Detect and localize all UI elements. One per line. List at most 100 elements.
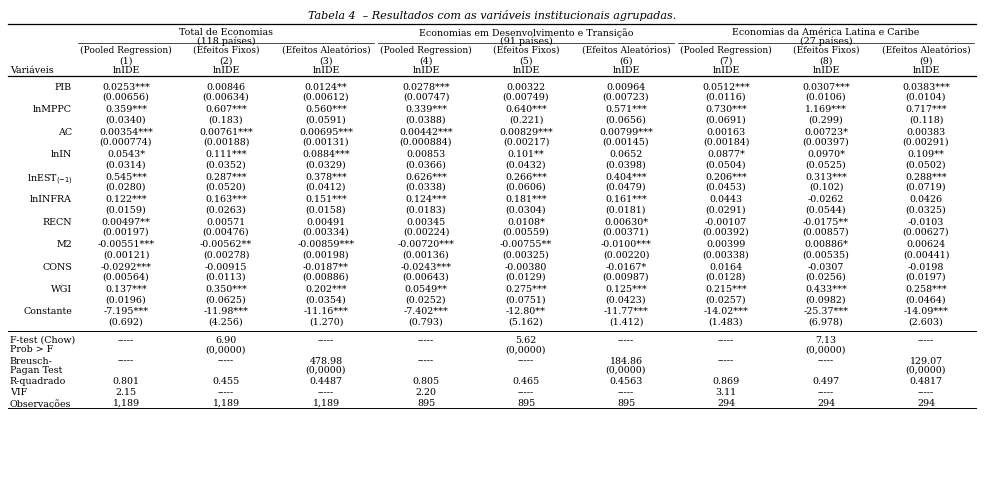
Text: (1.270): (1.270) — [309, 318, 343, 327]
Text: 0.0884***: 0.0884*** — [302, 150, 350, 159]
Text: 895: 895 — [517, 399, 535, 408]
Text: -0.00915: -0.00915 — [205, 263, 247, 272]
Text: (Efeitos Fixos): (Efeitos Fixos) — [493, 46, 559, 55]
Text: 0.00383: 0.00383 — [906, 127, 946, 136]
Text: Breusch-: Breusch- — [10, 357, 53, 366]
Text: (Efeitos Fixos): (Efeitos Fixos) — [793, 46, 859, 55]
Text: -0.0198: -0.0198 — [908, 263, 945, 272]
Text: -14.09***: -14.09*** — [903, 307, 949, 316]
Text: 0.00723*: 0.00723* — [804, 127, 848, 136]
Text: 7.13: 7.13 — [816, 336, 836, 345]
Text: -0.0262: -0.0262 — [808, 195, 844, 204]
Text: (118 países): (118 países) — [197, 36, 255, 45]
Text: (0.0263): (0.0263) — [206, 206, 246, 214]
Text: lnIDE: lnIDE — [412, 66, 440, 75]
Text: 0.00886*: 0.00886* — [804, 240, 848, 249]
Text: -0.0100***: -0.0100*** — [600, 240, 651, 249]
Text: (0.0464): (0.0464) — [905, 295, 947, 304]
Text: (0.0412): (0.0412) — [306, 183, 346, 192]
Text: (Pooled Regression): (Pooled Regression) — [80, 46, 172, 55]
Text: 0.0108*: 0.0108* — [507, 217, 545, 226]
Text: (0,0000): (0,0000) — [606, 366, 646, 375]
Text: Tabela 4  – Resultados com as variáveis institucionais agrupadas.: Tabela 4 – Resultados com as variáveis i… — [308, 10, 676, 21]
Text: 0.00630*: 0.00630* — [604, 217, 648, 226]
Text: 0.717***: 0.717*** — [905, 105, 947, 114]
Text: (0.102): (0.102) — [809, 183, 843, 192]
Text: 0.869: 0.869 — [712, 377, 740, 386]
Text: 0.0543*: 0.0543* — [107, 150, 145, 159]
Text: (1.483): (1.483) — [708, 318, 743, 327]
Text: (0.00564): (0.00564) — [102, 273, 150, 282]
Text: (0.000774): (0.000774) — [99, 138, 153, 147]
Text: (Efeitos Aleatórios): (Efeitos Aleatórios) — [582, 46, 670, 55]
Text: 0.00491: 0.00491 — [306, 217, 345, 226]
Text: 0.215***: 0.215*** — [706, 285, 747, 294]
Text: (0.0520): (0.0520) — [206, 183, 246, 192]
Text: 0.545***: 0.545*** — [105, 173, 147, 182]
Text: 5.62: 5.62 — [516, 336, 536, 345]
Text: (0.0158): (0.0158) — [306, 206, 346, 214]
Text: (0.00197): (0.00197) — [102, 228, 150, 237]
Text: -----: ----- — [718, 336, 734, 345]
Text: (0.00278): (0.00278) — [203, 250, 249, 260]
Text: (0.0423): (0.0423) — [606, 295, 646, 304]
Text: lnIDE: lnIDE — [813, 66, 839, 75]
Text: 184.86: 184.86 — [609, 357, 643, 366]
Text: 0.359***: 0.359*** — [105, 105, 147, 114]
Text: 0.00399: 0.00399 — [707, 240, 746, 249]
Text: (8): (8) — [820, 57, 832, 66]
Text: (0.793): (0.793) — [408, 318, 444, 327]
Text: Pagan Test: Pagan Test — [10, 366, 62, 375]
Text: (0.00441): (0.00441) — [902, 250, 950, 260]
Text: -0.0187**: -0.0187** — [303, 263, 349, 272]
Text: (Efeitos Aleatórios): (Efeitos Aleatórios) — [882, 46, 970, 55]
Text: 0.287***: 0.287*** — [206, 173, 247, 182]
Text: -11.98***: -11.98*** — [204, 307, 249, 316]
Text: (0.0116): (0.0116) — [706, 93, 746, 102]
Text: 0.122***: 0.122*** — [105, 195, 147, 204]
Text: -12.80**: -12.80** — [506, 307, 546, 316]
Text: (0,0000): (0,0000) — [206, 346, 246, 355]
Text: lnIDE: lnIDE — [712, 66, 740, 75]
Text: (0.0197): (0.0197) — [905, 273, 947, 282]
Text: (7): (7) — [719, 57, 733, 66]
Text: (0.221): (0.221) — [509, 116, 543, 125]
Text: (0.00656): (0.00656) — [102, 93, 150, 102]
Text: (Pooled Regression): (Pooled Regression) — [380, 46, 472, 55]
Text: (0.0304): (0.0304) — [506, 206, 546, 214]
Text: 0.151***: 0.151*** — [305, 195, 347, 204]
Text: -----: ----- — [618, 336, 634, 345]
Text: -----: ----- — [418, 336, 434, 345]
Text: (0.0104): (0.0104) — [905, 93, 947, 102]
Text: 1,189: 1,189 — [313, 399, 339, 408]
Text: (0.00217): (0.00217) — [503, 138, 549, 147]
Text: (3): (3) — [319, 57, 333, 66]
Text: (0.0625): (0.0625) — [206, 295, 246, 304]
Text: -----: ----- — [918, 388, 934, 397]
Text: 0.640***: 0.640*** — [505, 105, 547, 114]
Text: 294: 294 — [917, 399, 935, 408]
Text: (0.00371): (0.00371) — [602, 228, 649, 237]
Text: 0.137***: 0.137*** — [105, 285, 147, 294]
Text: (0,0000): (0,0000) — [806, 346, 846, 355]
Text: (0,0000): (0,0000) — [306, 366, 346, 375]
Text: (0.0691): (0.0691) — [706, 116, 747, 125]
Text: 0.00442***: 0.00442*** — [400, 127, 453, 136]
Text: -----: ----- — [217, 388, 234, 397]
Text: RECN: RECN — [42, 217, 72, 226]
Text: 0.00799***: 0.00799*** — [599, 127, 653, 136]
Text: 0.455: 0.455 — [213, 377, 240, 386]
Text: 0.125***: 0.125*** — [605, 285, 646, 294]
Text: (9): (9) — [919, 57, 933, 66]
Text: 0.0124**: 0.0124** — [305, 82, 347, 92]
Text: (0.0479): (0.0479) — [606, 183, 646, 192]
Text: -11.16***: -11.16*** — [303, 307, 348, 316]
Text: 0.161***: 0.161*** — [605, 195, 646, 204]
Text: 0.00571: 0.00571 — [207, 217, 246, 226]
Text: Economias da América Latina e Caribe: Economias da América Latina e Caribe — [732, 28, 920, 37]
Text: PIB: PIB — [55, 82, 72, 92]
Text: (0.0388): (0.0388) — [405, 116, 447, 125]
Text: (0.0329): (0.0329) — [306, 160, 346, 170]
Text: 2.15: 2.15 — [115, 388, 137, 397]
Text: 294: 294 — [717, 399, 735, 408]
